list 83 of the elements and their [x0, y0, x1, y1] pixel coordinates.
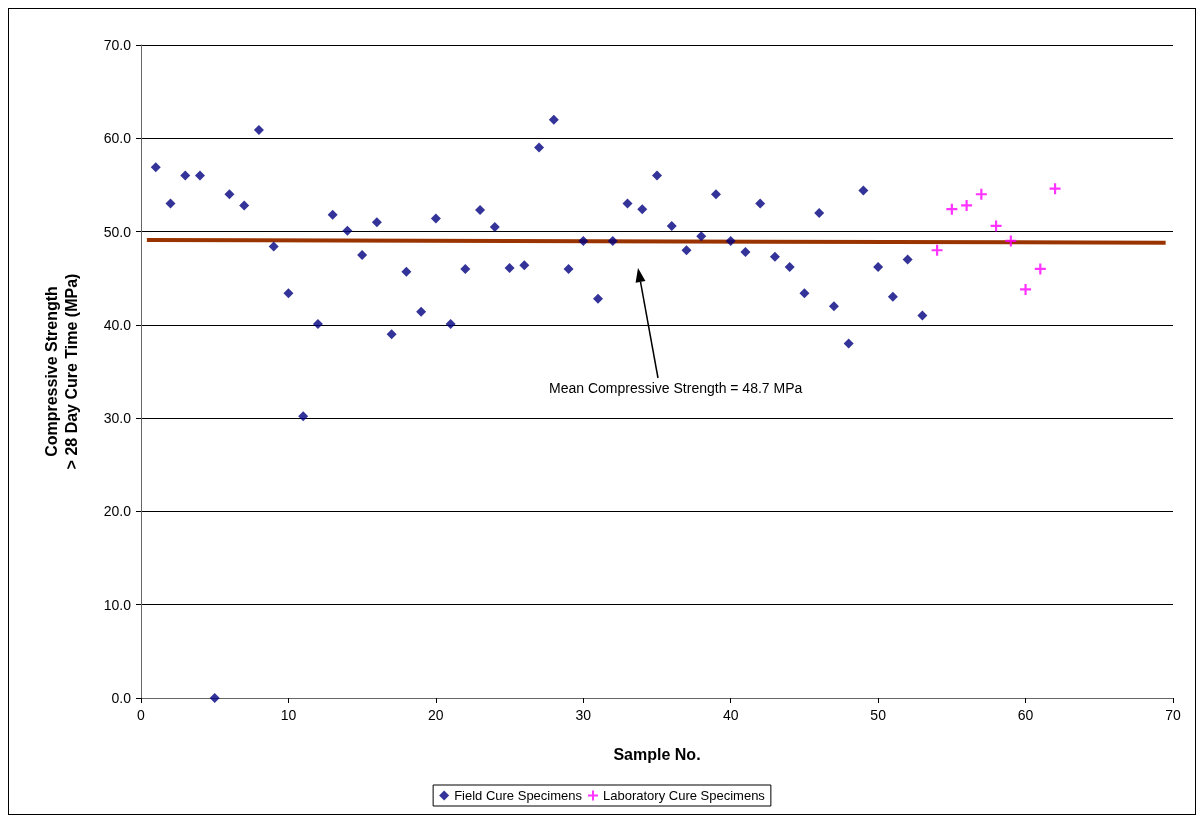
- y-tick-label: 30.0: [103, 410, 132, 427]
- x-axis-title: Sample No.: [613, 745, 701, 763]
- point: [194, 170, 205, 181]
- point: [858, 185, 869, 196]
- annotation: Mean Compressive Strength = 48.7 MPa: [549, 380, 803, 396]
- point: [637, 204, 648, 215]
- point: [445, 318, 456, 329]
- point: [150, 162, 161, 173]
- x-tick-label: 0: [137, 707, 146, 723]
- point: [357, 249, 368, 260]
- point: [593, 293, 604, 304]
- point: [224, 189, 235, 200]
- point: [946, 203, 958, 215]
- point: [416, 306, 427, 317]
- point: [622, 198, 633, 209]
- point: [165, 198, 176, 209]
- point: [298, 411, 309, 422]
- point: [784, 262, 795, 273]
- point: [504, 262, 515, 273]
- x-tick-label: 50: [870, 707, 887, 723]
- point: [327, 209, 338, 220]
- point: [342, 225, 353, 236]
- x-tick-label: 20: [428, 707, 444, 723]
- y-tick-label: 60.0: [103, 130, 132, 147]
- point: [652, 170, 662, 181]
- point: [769, 251, 780, 262]
- point: [534, 142, 545, 153]
- point: [931, 244, 943, 256]
- point: [740, 247, 751, 258]
- y-axis-title: Compressive Strength > 28 Day Cure Time (MPa): [42, 273, 80, 470]
- x-tick-label: 10: [280, 707, 297, 723]
- point: [990, 220, 1002, 232]
- point: [371, 217, 382, 228]
- point: [209, 693, 220, 703]
- point: [681, 245, 692, 256]
- point: [239, 200, 250, 211]
- legend-label: Laboratory Cure Specimens: [603, 788, 766, 803]
- point: [430, 213, 441, 224]
- legend-label: Field Cure Specimens: [454, 788, 583, 803]
- point: [283, 288, 294, 299]
- point: [814, 207, 825, 218]
- y-tick-label: 50.0: [103, 223, 132, 240]
- point: [607, 235, 618, 246]
- x-tick-label: 40: [722, 707, 739, 723]
- point: [578, 235, 589, 246]
- y-tick-label: 70.0: [103, 37, 132, 53]
- point: [887, 291, 898, 302]
- y-tick-label: 20.0: [103, 503, 132, 520]
- point: [268, 241, 279, 252]
- point: [489, 221, 500, 232]
- point: [1020, 283, 1032, 295]
- point: [386, 329, 397, 340]
- point: [828, 301, 839, 312]
- point: [401, 266, 412, 277]
- point: [710, 189, 721, 200]
- point: [312, 318, 323, 329]
- point: [1034, 263, 1046, 275]
- point: [519, 260, 530, 271]
- point: [873, 262, 884, 273]
- y-tick-label: 40.0: [103, 316, 132, 333]
- point: [548, 114, 559, 125]
- x-tick-label: 70: [1165, 707, 1181, 723]
- point: [666, 220, 677, 231]
- point: [563, 263, 574, 274]
- point: [917, 310, 928, 321]
- point: [961, 199, 973, 211]
- point: [799, 288, 810, 299]
- point: [460, 263, 471, 274]
- y-tick-label: 0.0: [111, 690, 132, 706]
- point: [843, 338, 854, 349]
- point: [755, 198, 766, 209]
- x-tick-label: 60: [1017, 707, 1034, 723]
- point: [975, 188, 987, 200]
- x-tick-label: 30: [575, 707, 592, 723]
- point: [475, 205, 486, 216]
- point: [696, 231, 707, 242]
- point: [1049, 183, 1061, 195]
- point: [180, 170, 191, 181]
- point: [902, 254, 913, 265]
- point: [253, 124, 264, 135]
- point: [725, 235, 736, 246]
- point: [1005, 235, 1017, 247]
- y-tick-label: 10.0: [103, 596, 132, 613]
